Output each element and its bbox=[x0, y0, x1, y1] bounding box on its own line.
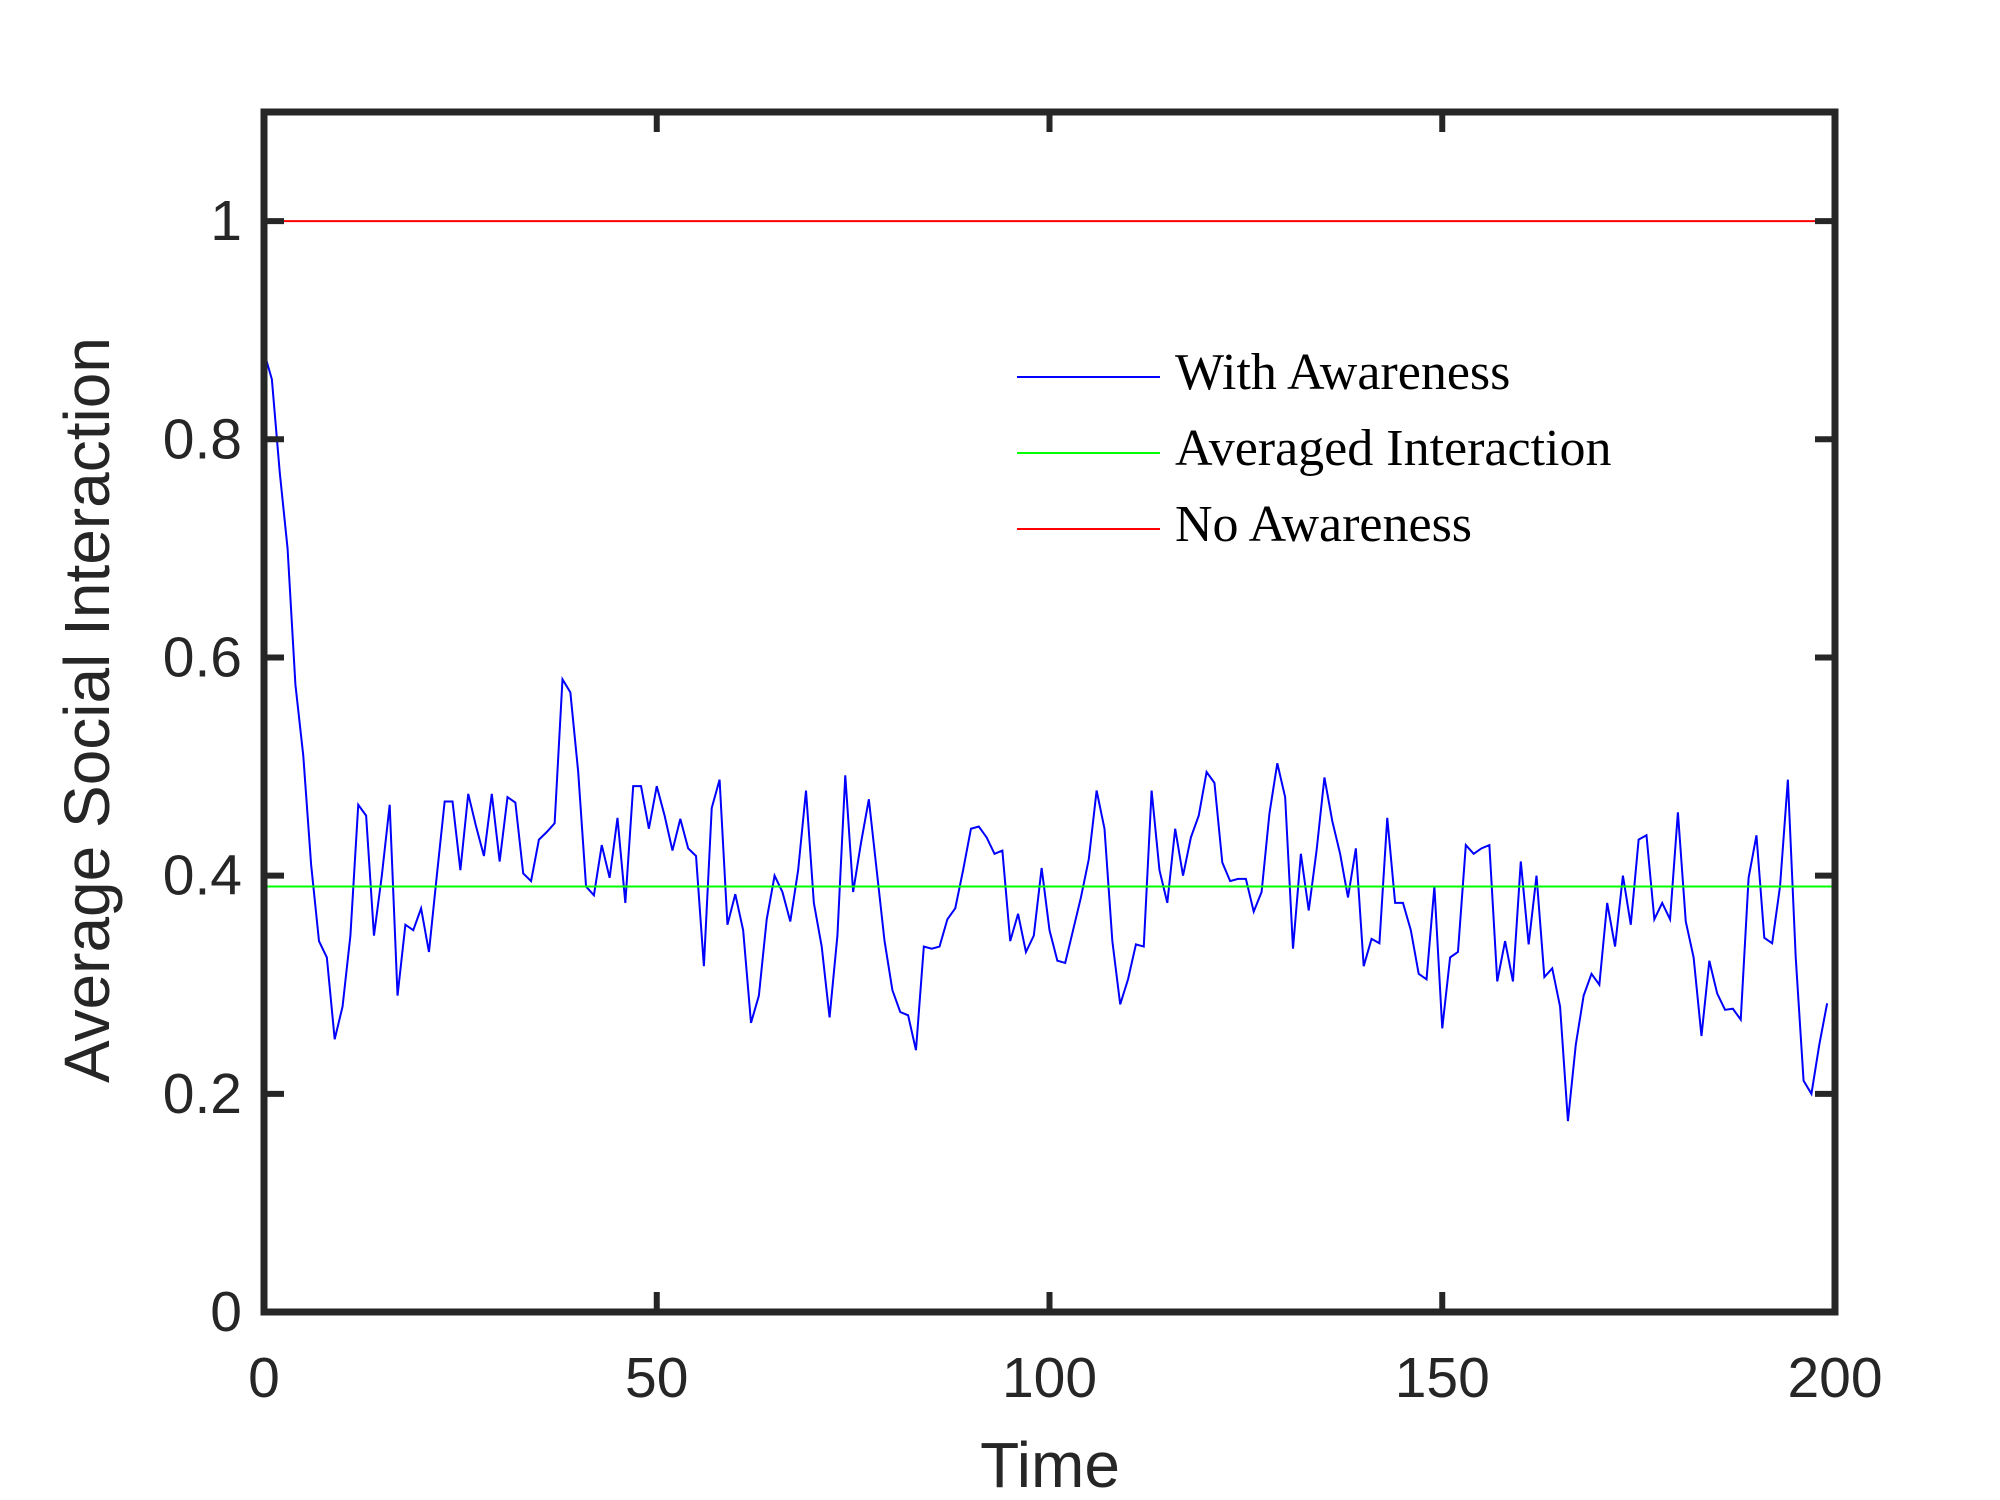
y-tick-label: 0.2 bbox=[163, 1062, 242, 1126]
y-tick-label: 0.8 bbox=[163, 407, 242, 471]
x-tick-label: 200 bbox=[1787, 1346, 1882, 1410]
y-tick-label: 1 bbox=[210, 189, 242, 253]
legend-label: No Awareness bbox=[1175, 496, 1472, 553]
data-line bbox=[263, 351, 1829, 1122]
legend-label: With Awareness bbox=[1175, 344, 1510, 401]
y-tick-label: 0.6 bbox=[163, 626, 242, 690]
x-axis-label: Time bbox=[980, 1429, 1120, 1500]
legend-label: Averaged Interaction bbox=[1175, 420, 1611, 477]
plot-frame bbox=[260, 108, 1839, 1316]
x-tick-label: 0 bbox=[248, 1346, 280, 1410]
y-tick-label: 0.4 bbox=[163, 844, 242, 908]
x-tick-label: 150 bbox=[1395, 1346, 1490, 1410]
y-tick-label: 0 bbox=[210, 1280, 242, 1344]
y-axis-label: Average Social Interaction bbox=[51, 337, 123, 1083]
x-tick-label: 100 bbox=[1002, 1346, 1097, 1410]
x-tick-label: 50 bbox=[625, 1346, 688, 1410]
